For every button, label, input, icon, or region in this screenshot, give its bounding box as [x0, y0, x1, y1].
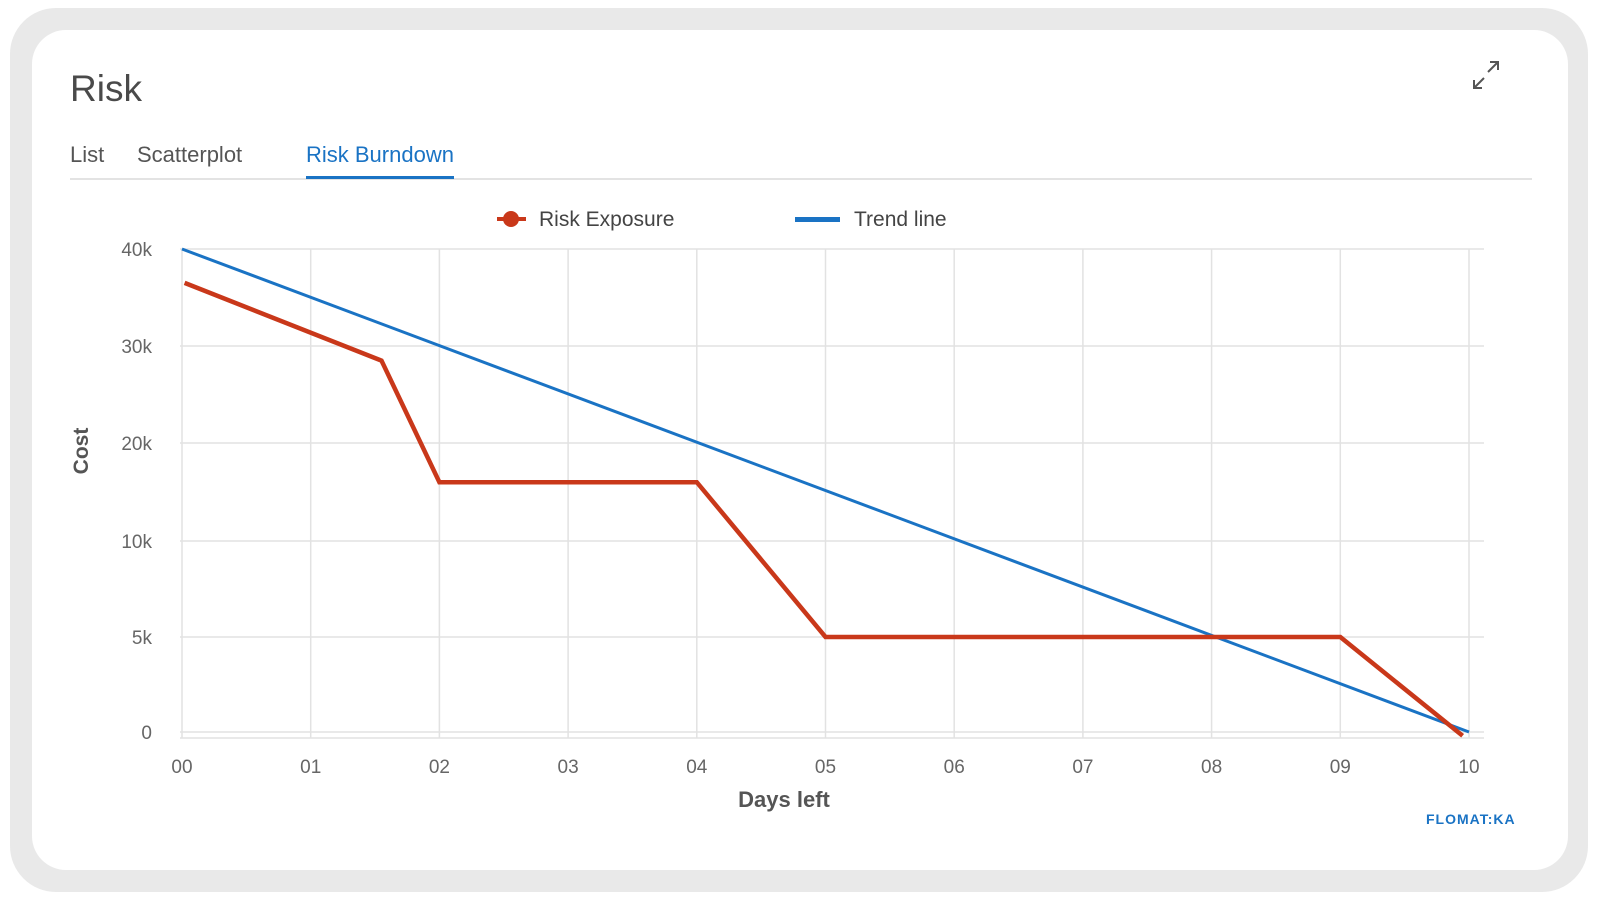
legend-swatch-trend-line: [795, 217, 840, 222]
x-tick-label: 08: [1201, 757, 1222, 778]
expand-icon: [1473, 61, 1499, 89]
y-tick-label: 40k: [121, 240, 152, 261]
series-line-trend-line: [181, 247, 1470, 734]
risk-card: Risk List Scatterplot Risk Burndown Risk…: [32, 30, 1568, 870]
legend-label-trend-line: Trend line: [854, 208, 947, 231]
legend-item-trend-line[interactable]: Trend line: [795, 208, 947, 231]
x-tick-label: 02: [429, 757, 450, 778]
tab-scatterplot[interactable]: Scatterplot: [137, 142, 243, 167]
tab-bar: List Scatterplot Risk Burndown: [70, 140, 1532, 180]
y-tick-label: 5k: [132, 628, 153, 649]
y-tick-label: 20k: [121, 434, 152, 455]
y-tick-label: 0: [141, 723, 152, 744]
x-axis-title: Days left: [738, 787, 830, 812]
series-layer: [181, 247, 1470, 738]
x-tick-label: 06: [944, 757, 965, 778]
y-axis-ticks: 0 5k 10k 20k 30k 40k: [121, 240, 152, 744]
y-tick-label: 10k: [121, 532, 152, 553]
legend: Risk Exposure Trend line: [497, 208, 947, 231]
x-tick-label: 03: [558, 757, 579, 778]
x-tick-label: 00: [171, 757, 192, 778]
page-title: Risk: [70, 68, 142, 109]
risk-burndown-chart: Risk Exposure Trend line 0 5k 10k 20k 30k 40k…: [70, 208, 1484, 812]
expand-button[interactable]: [1468, 56, 1506, 94]
brand-logo: FLOMAT:KA: [1426, 811, 1516, 827]
legend-label-risk-exposure: Risk Exposure: [539, 208, 674, 231]
x-tick-label: 05: [815, 757, 836, 778]
y-tick-label: 30k: [121, 337, 152, 358]
tab-risk-burndown[interactable]: Risk Burndown: [306, 142, 454, 179]
x-tick-label: 09: [1330, 757, 1351, 778]
x-tick-label: 01: [300, 757, 321, 778]
x-tick-label: 10: [1458, 757, 1479, 778]
x-tick-label: 04: [686, 757, 708, 778]
x-axis-ticks: 00 01 02 03 04 05 06 07 08 09 10: [171, 757, 1479, 778]
grid: [180, 248, 1484, 739]
y-axis-title: Cost: [70, 428, 93, 475]
legend-marker-risk-exposure: [503, 211, 519, 227]
series-line-risk-exposure: [183, 280, 1465, 738]
tab-list[interactable]: List: [70, 142, 105, 167]
legend-item-risk-exposure[interactable]: Risk Exposure: [497, 208, 674, 231]
x-tick-label: 07: [1072, 757, 1093, 778]
